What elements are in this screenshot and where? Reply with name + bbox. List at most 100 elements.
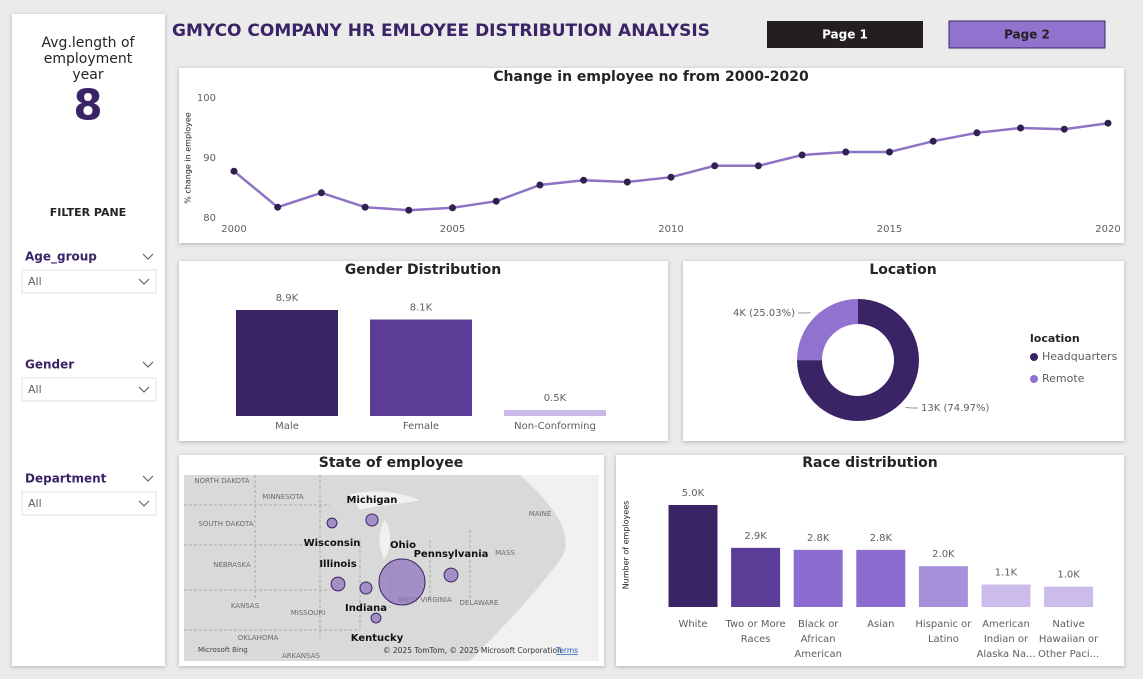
x-tick-label: Non-Conforming <box>514 421 596 432</box>
bar <box>793 549 843 607</box>
bar <box>236 310 338 416</box>
data-label: 8.1K <box>410 303 433 314</box>
page-title: GMYCO COMPANY HR EMLOYEE DISTRIBUTION AN… <box>172 21 710 41</box>
button-label: Page 2 <box>1004 28 1050 42</box>
map-attribution: © 2025 TomTom, © 2025 Microsoft Corporat… <box>383 646 562 655</box>
state-label: Pennsylvania <box>414 549 489 560</box>
state-label: Wisconsin <box>304 538 361 549</box>
line-point <box>1104 119 1112 127</box>
basemap-label: WEST VIRGINIA <box>398 596 452 604</box>
state-label: Illinois <box>319 559 356 570</box>
chart-title: Location <box>869 262 936 278</box>
basemap-label: MAINE <box>529 510 552 518</box>
basemap-label: MISSOURI <box>291 609 326 617</box>
legend-marker <box>1030 375 1038 383</box>
x-tick-label: White <box>678 619 707 630</box>
x-tick-label: Asian <box>867 619 894 630</box>
y-tick-label: 90 <box>203 153 216 164</box>
bar <box>1044 586 1094 607</box>
legend-label: Remote <box>1042 372 1085 385</box>
x-tick-label: 2005 <box>440 224 465 235</box>
basemap-label: MINNESOTA <box>262 493 304 501</box>
x-tick-label: Hispanic or Latino <box>915 619 972 645</box>
line-point <box>754 162 762 170</box>
basemap-label: NEBRASKA <box>213 561 251 569</box>
line-point <box>842 148 850 156</box>
state-label: Indiana <box>345 603 387 614</box>
line-point <box>536 181 544 189</box>
bar <box>668 505 718 607</box>
x-tick-label: Black or African American <box>794 619 842 660</box>
map-terms[interactable]: Terms <box>555 646 578 655</box>
filter-dropdown[interactable]: All <box>21 491 157 516</box>
donut-slice <box>797 299 858 361</box>
x-tick-label: Male <box>275 421 299 432</box>
button-bg <box>948 20 1106 49</box>
dropdown-box <box>21 377 157 402</box>
chart-title: Change in employee no from 2000-2020 <box>493 69 809 85</box>
filter-pane-title: FILTER PANE <box>50 206 126 219</box>
line-point <box>973 129 981 137</box>
dropdown-box <box>21 491 157 516</box>
filter-label: Department <box>25 472 107 486</box>
basemap-label: DELAWARE <box>460 599 499 607</box>
line-point <box>449 204 456 212</box>
side-panel <box>12 14 165 666</box>
line-point <box>492 197 500 205</box>
state-label: Michigan <box>347 495 398 506</box>
legend-marker <box>1030 353 1038 361</box>
bubble <box>370 612 382 624</box>
chevron <box>138 386 150 393</box>
dropdown-value: All <box>28 275 42 288</box>
page-1-button[interactable]: Page 1 <box>767 21 923 48</box>
basemap-label: SOUTH DAKOTA <box>198 520 253 528</box>
chevron <box>138 278 150 285</box>
data-label: 2.0K <box>932 549 955 560</box>
x-tick-label: Native Hawaiian or Other Paci... <box>1038 619 1099 660</box>
leader-line <box>905 406 918 409</box>
chart-title: Gender Distribution <box>345 262 501 278</box>
button-label: Page 1 <box>822 28 868 42</box>
y-axis-label: Number of employees <box>622 501 631 590</box>
filter-label: Gender <box>25 358 74 372</box>
button-bg <box>767 21 923 48</box>
data-label: 5.0K <box>682 488 705 499</box>
x-tick-label: 2015 <box>877 224 902 235</box>
y-tick-label: 100 <box>197 93 216 104</box>
basemap-label: NORTH DAKOTA <box>194 477 249 485</box>
line-point <box>1017 124 1025 132</box>
map-provider: Microsoft Bing <box>198 646 248 654</box>
line-point <box>929 137 937 145</box>
bubble <box>359 581 373 595</box>
line-point <box>623 178 631 186</box>
donut-slice <box>797 299 919 421</box>
state-label: Ohio <box>390 540 416 551</box>
chart-title: State of employee <box>319 455 464 471</box>
data-label: 2.8K <box>870 533 893 544</box>
basemap-label: KANSAS <box>231 602 260 610</box>
kpi-value: 8 <box>73 81 102 130</box>
kpi-label: Avg.length of employment year <box>42 35 136 83</box>
line-point <box>317 189 325 197</box>
dropdown-box <box>21 269 157 294</box>
page-2-button[interactable]: Page 2 <box>948 20 1106 49</box>
x-tick-label: Female <box>403 421 439 432</box>
bar <box>370 319 472 416</box>
bubble <box>365 513 379 527</box>
filter-dropdown[interactable]: All <box>21 269 157 294</box>
bubble <box>443 567 459 583</box>
bar <box>981 584 1031 607</box>
legend-label: Headquarters <box>1042 350 1118 363</box>
data-label: 1.1K <box>995 568 1018 579</box>
line-point <box>1060 125 1068 133</box>
line-point <box>405 206 413 214</box>
bar <box>731 547 781 607</box>
legend-title: location <box>1030 332 1080 345</box>
line-point <box>230 167 238 175</box>
filter-dropdown[interactable]: All <box>21 377 157 402</box>
x-tick-label: American Indian or Alaska Na... <box>976 619 1035 660</box>
y-axis-label: % change in employee <box>184 112 193 204</box>
bubble <box>330 576 346 592</box>
line-point <box>274 203 282 211</box>
chevron <box>142 361 154 368</box>
